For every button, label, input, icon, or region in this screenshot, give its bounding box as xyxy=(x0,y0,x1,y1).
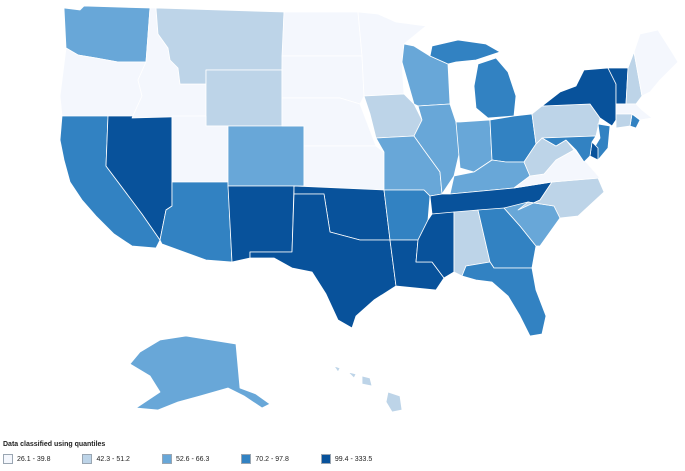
map-legend: Data classified using quantiles 26.1 - 3… xyxy=(3,441,683,469)
legend-item: 52.6 - 66.3 xyxy=(161,454,210,464)
state-CO[interactable] xyxy=(227,125,305,187)
legend-item: 99.4 - 333.5 xyxy=(320,454,373,464)
state-WY[interactable] xyxy=(205,69,283,127)
legend-title: Data classified using quantiles xyxy=(3,441,106,448)
state-ND[interactable] xyxy=(281,11,363,57)
state-NC[interactable] xyxy=(517,177,605,219)
state-SD[interactable] xyxy=(281,55,365,105)
legend-label: 42.3 - 51.2 xyxy=(96,455,130,463)
state-NM[interactable] xyxy=(227,185,295,263)
legend-swatch xyxy=(161,454,172,464)
state-AK[interactable] xyxy=(129,335,271,411)
state-NH[interactable] xyxy=(625,51,643,105)
legend-label: 52.6 - 66.3 xyxy=(175,455,210,463)
legend-item: 42.3 - 51.2 xyxy=(82,454,130,464)
legend-swatch xyxy=(3,454,13,464)
legend-swatch xyxy=(241,454,252,464)
legend-swatch xyxy=(320,454,331,464)
state-FL[interactable] xyxy=(461,261,547,337)
us-choropleth-map xyxy=(59,5,679,413)
legend-label: 70.2 - 97.8 xyxy=(255,455,289,463)
state-KS[interactable] xyxy=(303,145,385,191)
state-CT[interactable] xyxy=(615,113,633,129)
state-MI[interactable] xyxy=(473,57,517,119)
legend-label: 26.1 - 39.8 xyxy=(17,455,51,463)
legend-items: 26.1 - 39.8 42.3 - 51.2 52.6 - 66.3 70.2… xyxy=(3,454,382,464)
state-MI-up[interactable] xyxy=(429,39,501,65)
state-WA[interactable] xyxy=(63,5,151,63)
legend-label: 99.4 - 333.5 xyxy=(334,455,373,463)
state-HI[interactable] xyxy=(333,365,403,413)
legend-item: 26.1 - 39.8 xyxy=(3,454,50,464)
state-UT[interactable] xyxy=(171,115,229,183)
legend-item: 70.2 - 97.8 xyxy=(241,454,289,464)
state-TX[interactable] xyxy=(249,193,397,329)
state-ME[interactable] xyxy=(633,29,679,97)
state-MD[interactable] xyxy=(541,135,597,163)
legend-swatch xyxy=(82,454,93,464)
